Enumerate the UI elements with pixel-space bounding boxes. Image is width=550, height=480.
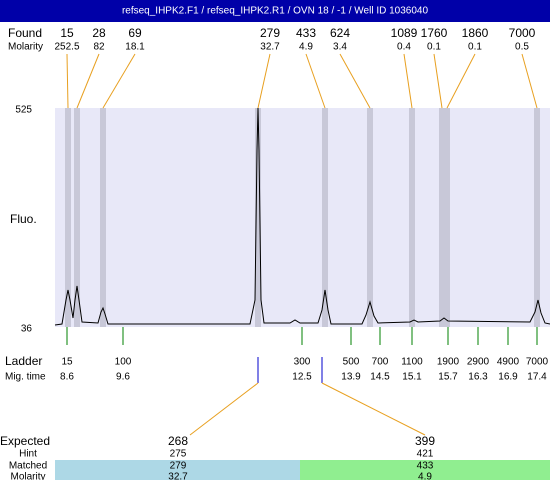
peak-connector: [66, 53, 69, 109]
title-bar: [0, 0, 550, 22]
ladder-time: 15.7: [438, 372, 458, 383]
peak-connector: [403, 53, 413, 109]
ladder-time: 16.9: [498, 372, 518, 383]
ladder-size: 100: [115, 357, 132, 368]
connector: [189, 382, 259, 436]
peak-connector: [521, 53, 538, 109]
expected-size: 399: [415, 434, 435, 448]
ladder-size: 700: [372, 357, 389, 368]
connector: [321, 382, 426, 436]
peak-connector: [433, 53, 443, 109]
ladder-time: 16.3: [468, 372, 488, 383]
found-size: 433: [296, 26, 316, 40]
plot-area: [55, 108, 550, 327]
matched-bg: [300, 460, 550, 480]
peak-band: [255, 108, 261, 327]
matched: 433: [417, 461, 434, 472]
matched-label: Matched: [9, 461, 47, 472]
ladder-time: 14.5: [370, 372, 390, 383]
ladder-size: 500: [343, 357, 360, 368]
hint-label: Hint: [19, 449, 37, 460]
found-size: 28: [92, 26, 106, 40]
peak-connector: [446, 53, 476, 109]
found-size: 624: [330, 26, 350, 40]
expected-size: 268: [168, 434, 188, 448]
ladder-label: Ladder: [5, 354, 42, 368]
peak-connector: [257, 53, 271, 109]
expected-label: Expected: [0, 434, 50, 448]
y-label: Fluo.: [10, 212, 37, 226]
found-size: 1860: [462, 26, 489, 40]
found-molarity: 252.5: [54, 42, 79, 53]
y-min: 36: [21, 324, 33, 335]
found-size: 279: [260, 26, 280, 40]
molarity-label: Molarity: [8, 42, 43, 53]
peak-band: [100, 108, 106, 327]
peak-band: [439, 108, 445, 327]
hint: 275: [170, 449, 187, 460]
found-label: Found: [8, 26, 42, 40]
y-max: 525: [15, 105, 32, 116]
found-molarity: 3.4: [333, 42, 347, 53]
ladder-size: 1900: [437, 357, 460, 368]
expected-molarity-label: Molarity: [10, 472, 45, 480]
peak-band: [534, 108, 540, 327]
ladder-time: 17.4: [527, 372, 547, 383]
found-size: 15: [60, 26, 74, 40]
ladder-time: 12.5: [292, 372, 312, 383]
title: refseq_IHPK2.F1 / refseq_IHPK2.R1 / OVN …: [122, 6, 429, 17]
ladder-time: 13.9: [341, 372, 361, 383]
matched-bg: [55, 460, 300, 480]
found-molarity: 4.9: [299, 42, 313, 53]
matched-molarity: 4.9: [418, 472, 432, 480]
found-molarity: 18.1: [125, 42, 145, 53]
peak-connector: [305, 53, 326, 109]
found-molarity: 32.7: [260, 42, 280, 53]
peak-connector: [339, 53, 371, 109]
hint: 421: [417, 449, 434, 460]
found-size: 7000: [509, 26, 536, 40]
found-size: 69: [128, 26, 142, 40]
matched: 279: [170, 461, 187, 472]
peak-band: [444, 108, 450, 327]
found-molarity: 82: [93, 42, 105, 53]
peak-band: [74, 108, 80, 327]
ladder-size: 15: [61, 357, 73, 368]
ladder-size: 2900: [467, 357, 490, 368]
matched-molarity: 32.7: [168, 472, 188, 480]
ladder-size: 1100: [401, 357, 423, 368]
found-molarity: 0.1: [427, 42, 441, 53]
ladder-size: 300: [294, 357, 311, 368]
ladder-time: 9.6: [116, 372, 130, 383]
found-size: 1760: [421, 26, 448, 40]
found-molarity: 0.1: [468, 42, 482, 53]
trace: [54, 107, 550, 326]
peak-band: [409, 108, 415, 327]
ladder-size: 7000: [526, 357, 549, 368]
ladder-time: 8.6: [60, 372, 74, 383]
ladder-time: 15.1: [402, 372, 422, 383]
peak-band: [367, 108, 373, 327]
found-molarity: 0.5: [515, 42, 529, 53]
found-size: 1089: [391, 26, 418, 40]
time-label: Mig. time: [5, 372, 46, 383]
peak-connector: [102, 53, 136, 109]
peak-connector: [76, 53, 100, 109]
ladder-size: 4900: [497, 357, 520, 368]
found-molarity: 0.4: [397, 42, 411, 53]
peak-band: [65, 108, 71, 327]
peak-band: [322, 108, 328, 327]
